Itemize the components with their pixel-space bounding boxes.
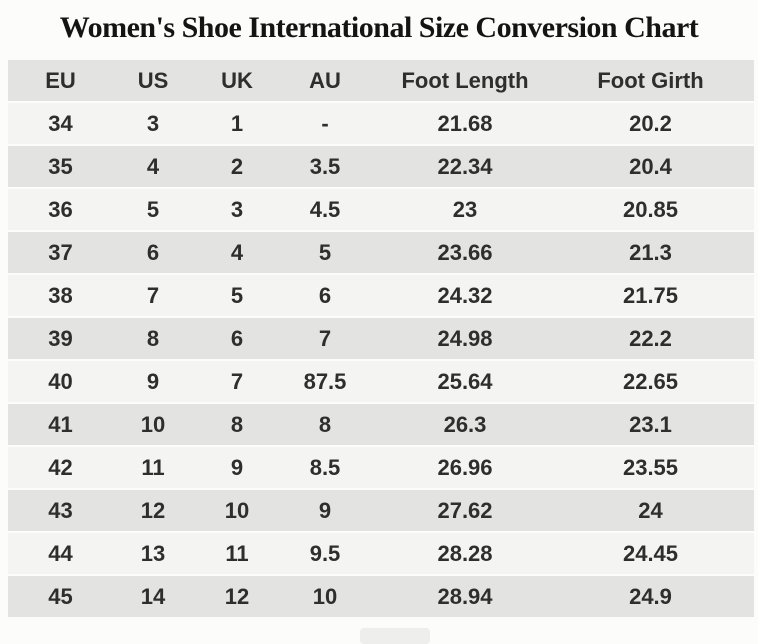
table-cell: 23 — [452, 196, 478, 222]
table-cell: 20.4 — [629, 153, 672, 179]
table-cell: 28.94 — [437, 583, 493, 609]
page-title: Women's Shoe International Size Conversi… — [59, 11, 699, 44]
table-row: 41 10 8 8 26.3 23.1 — [8, 404, 754, 445]
table-cell: 28.28 — [437, 540, 493, 566]
table-cell: 10 — [140, 411, 166, 437]
table-cell: 7 — [230, 368, 244, 394]
table-cell: - — [321, 110, 329, 136]
table-cell: 34 — [48, 110, 73, 136]
table-cell: 1 — [230, 110, 244, 136]
table-cell: 7 — [318, 325, 332, 351]
table-cell: 24.9 — [629, 583, 672, 609]
table-cell: 4 — [146, 153, 160, 179]
header-cell: EU — [45, 67, 76, 93]
table-row: 37 6 4 5 23.66 21.3 — [8, 232, 754, 273]
table-row: 35 4 2 3.5 22.34 20.4 — [8, 146, 754, 187]
table-cell: 36 — [48, 196, 73, 222]
table-cell: 8 — [318, 411, 332, 437]
table-row: 42 11 9 8.5 26.96 23.55 — [8, 447, 754, 488]
table-cell: 14 — [140, 583, 166, 609]
table-cell: 13 — [140, 540, 166, 566]
header-cell: AU — [309, 67, 341, 93]
table-cell: 24 — [638, 497, 663, 523]
table-cell: 11 — [225, 540, 249, 566]
table-cell: 42 — [48, 454, 73, 480]
table-row: 45 14 12 10 28.94 24.9 — [8, 576, 754, 617]
table-cell: 5 — [230, 282, 244, 308]
table-cell: 11 — [141, 454, 165, 480]
table-cell: 20.2 — [629, 110, 672, 136]
table-cell: 25.64 — [437, 368, 493, 394]
table-cell: 8.5 — [309, 454, 341, 480]
table-cell: 21.3 — [629, 239, 672, 265]
header-cell: Foot Length — [401, 67, 529, 93]
table-cell: 24.32 — [437, 282, 493, 308]
table-cell: 6 — [318, 282, 332, 308]
table-cell: 45 — [48, 583, 73, 609]
table-cell: 43 — [48, 497, 73, 523]
table-cell: 23.1 — [629, 411, 672, 437]
table-cell: 7 — [146, 282, 160, 308]
table-cell: 3 — [230, 196, 244, 222]
table-row: 44 13 11 9.5 28.28 24.45 — [8, 533, 754, 574]
table-cell: 2 — [230, 153, 244, 179]
bottom-partial-element — [360, 628, 430, 644]
table-cell: 20.85 — [622, 196, 679, 222]
table-cell: 12 — [140, 497, 166, 523]
table-cell: 21.75 — [622, 282, 679, 308]
table-cell: 4.5 — [309, 196, 341, 222]
table-cell: 23.55 — [622, 454, 679, 480]
table-cell: 22.65 — [622, 368, 679, 394]
table-cell: 21.68 — [437, 110, 493, 136]
table-cell: 24.45 — [622, 540, 679, 566]
table-row: 39 8 6 7 24.98 22.2 — [8, 318, 754, 359]
table-cell: 5 — [318, 239, 332, 265]
table-cell: 12 — [224, 583, 250, 609]
table-cell: 87.5 — [303, 368, 347, 394]
header-cell: US — [137, 67, 169, 93]
table-cell: 24.98 — [437, 325, 493, 351]
table-cell: 6 — [146, 239, 160, 265]
table-row: 40 9 7 87.5 25.64 22.65 — [8, 361, 754, 402]
table-cell: 44 — [48, 540, 73, 566]
table-cell: 27.62 — [437, 497, 493, 523]
table-cell: 3.5 — [309, 153, 341, 179]
table-cell: 37 — [48, 239, 73, 265]
table-cell: 38 — [48, 282, 73, 308]
table-cell: 9 — [318, 497, 332, 523]
table-cell: 26.3 — [443, 411, 487, 437]
table-body: 34 3 1-21.68 20.2 35 4 2 3.5 22.34 20.4 36 5 3 4.5 23 2… — [8, 103, 754, 617]
header-cell: Foot Girth — [597, 67, 704, 93]
table-cell: 5 — [146, 196, 160, 222]
table-row: 38 7 5 6 24.32 21.75 — [8, 275, 754, 316]
table-cell: 9.5 — [309, 540, 341, 566]
table-row: 43 12 10 9 27.62 24 — [8, 490, 754, 531]
table-cell: 35 — [48, 153, 73, 179]
table-cell: 9 — [146, 368, 160, 394]
table-cell: 4 — [230, 239, 244, 265]
table-row: 34 3 1 - 21.68 20.2 — [8, 103, 754, 144]
table-cell: 23.66 — [437, 239, 493, 265]
table-cell: 39 — [48, 325, 73, 351]
table-cell: 22.34 — [437, 153, 493, 179]
table-cell: 6 — [230, 325, 244, 351]
size-conversion-table: EU US UK AU Foot Length Foot Girth 34 3 1-21.68… — [8, 58, 754, 619]
table-header-row: EU US UK AU Foot Length Foot Girth — [8, 60, 754, 101]
table-cell: 10 — [312, 583, 338, 609]
header-cell: UK — [221, 67, 253, 93]
table-cell: 9 — [230, 454, 244, 480]
table-cell: 10 — [224, 497, 250, 523]
table-cell: 40 — [48, 368, 73, 394]
table-cell: 8 — [230, 411, 244, 437]
table-cell: 41 — [48, 411, 73, 437]
table-row: 36 5 3 4.5 23 20.85 — [8, 189, 754, 230]
table-cell: 22.2 — [629, 325, 672, 351]
table-cell: 3 — [146, 110, 160, 136]
table-cell: 8 — [146, 325, 160, 351]
table-cell: 26.96 — [437, 454, 493, 480]
